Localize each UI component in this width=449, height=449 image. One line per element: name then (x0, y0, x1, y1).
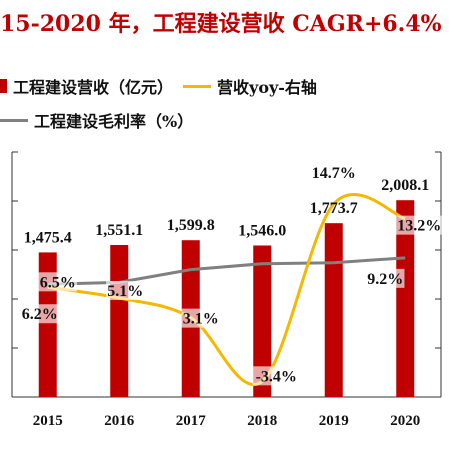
label-margin-2020-bg (366, 268, 405, 288)
label-revenue-2018: 1,546.0 (238, 222, 286, 239)
x-tick-2020: 2020 (390, 413, 420, 429)
x-tick-2018: 2018 (247, 413, 277, 429)
label-yoy-2018: -3.4% (256, 368, 297, 385)
data-labels: 1,475.4 1,551.1 1,599.8 1,546.0 1,773.7 2,008… (20, 162, 443, 386)
x-tick-labels: 2015 2016 2017 2018 2019 2020 (33, 413, 421, 429)
legend-item-yoy: 营收yoy-右轴 (183, 74, 317, 98)
label-yoy-2019: 14.7% (312, 165, 356, 182)
bar-revenue-2020 (396, 200, 415, 397)
label-revenue-2015: 1,475.4 (24, 229, 72, 246)
bar-revenue-2019 (324, 223, 343, 397)
x-tick-2016: 2016 (104, 413, 135, 429)
label-revenue-2020: 2,008.1 (381, 177, 429, 194)
label-yoy-2017-bg (181, 308, 220, 328)
label-yoy-2016: 5.1% (107, 283, 143, 300)
label-margin-2020: 9.2% (367, 271, 403, 288)
bar-revenue-2018 (253, 245, 272, 397)
label-margin-2015: 6.5% (40, 274, 76, 291)
label-yoy-2020: 13.2% (397, 218, 441, 235)
legend-item-margin: 工程建设毛利率（%） (0, 108, 193, 132)
label-yoy-2015: 6.2% (22, 306, 58, 323)
legend-swatch-yoy (183, 84, 212, 88)
line-margin (47, 256, 406, 286)
label-revenue-2016: 1,551.1 (95, 222, 143, 239)
legend-label-revenue: 工程建设营收（亿元） (13, 78, 174, 97)
legend-label-yoy: 营收yoy-右轴 (217, 78, 317, 97)
legend-row-2: 工程建设毛利率（%） (0, 108, 203, 132)
bar-revenue-2016 (110, 244, 129, 397)
label-yoy-2015-bg (20, 304, 59, 324)
legend-row-1: 工程建设营收（亿元） 营收yoy-右轴 (0, 74, 327, 98)
label-yoy-2020-bg (395, 215, 443, 235)
legend-swatch-revenue (0, 79, 7, 93)
chart-title: 15-2020 年，工程建设营收 CAGR+6.4% (0, 11, 442, 37)
x-tick-2019: 2019 (319, 413, 349, 429)
label-yoy-2017: 3.1% (183, 311, 219, 328)
legend-item-revenue: 工程建设营收（亿元） (0, 74, 173, 98)
legend-label-margin: 工程建设毛利率（%） (34, 112, 194, 131)
x-tick-2015: 2015 (33, 413, 63, 429)
label-margin-2015-bg (38, 272, 77, 292)
x-tick-2017: 2017 (176, 413, 207, 429)
label-revenue-2019: 1,773.7 (310, 200, 358, 217)
label-yoy-2016-bg (106, 281, 145, 301)
legend-swatch-margin (0, 118, 28, 122)
label-yoy-2019-bg (310, 162, 358, 182)
chart-axes (11, 151, 442, 398)
label-yoy-2018-bg (252, 366, 300, 386)
label-revenue-2017: 1,599.8 (167, 217, 215, 234)
